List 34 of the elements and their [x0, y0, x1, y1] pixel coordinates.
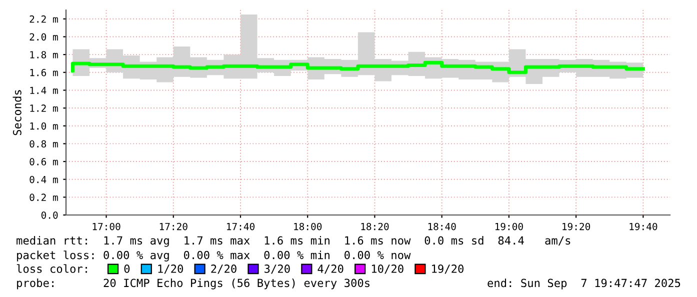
x-tick-label: 18:40	[428, 222, 456, 230]
legend-title: loss color:	[16, 264, 87, 273]
legend-label: 1/20	[158, 264, 183, 274]
y-tick-label: 0.2 m	[30, 194, 58, 202]
legend-label: 19/20	[432, 264, 464, 274]
legend-label: 2/20	[211, 264, 236, 274]
x-tick-label: 19:00	[495, 222, 523, 230]
y-tick-label: 2.0 m	[30, 33, 58, 41]
text: median rtt: 1.7 ms avg 1.7 ms max 1.6 ms min 1.6 ms now 0.0 ms sd 84.4 am/s	[16, 236, 570, 247]
x-tick-label: 19:40	[630, 222, 658, 230]
y-tick-label: 2.2 m	[30, 15, 58, 23]
y-tick-label: 0.6 m	[30, 158, 58, 166]
x-tick-label: 17:20	[160, 222, 188, 230]
y-tick-label: 0.4 m	[30, 176, 58, 184]
text: probe: 20 ICMP Echo Pings (56 Bytes) every 300s	[17, 278, 370, 290]
y-tick-label: 1.0 m	[30, 122, 58, 130]
x-tick-label: 17:40	[227, 222, 254, 230]
text: end: Sun Sep 7 19:47:47 2025	[488, 278, 680, 290]
text: packet loss: 0.00 % avg 0.00 % max 0.00 % min 0.00 % now	[17, 250, 411, 262]
y-tick-label: 1.2 m	[30, 104, 58, 112]
y-tick-label: 1.6 m	[30, 68, 58, 76]
x-tick-label: 19:20	[562, 222, 590, 230]
x-tick-label: 18:20	[361, 222, 389, 230]
y-tick-label: 0.8 m	[30, 140, 58, 148]
y-axis-title: Seconds	[12, 90, 22, 136]
y-tick-label: 0.0	[41, 212, 58, 219]
legend-label: 10/20	[372, 264, 404, 274]
legend-label: 0	[124, 264, 130, 273]
y-tick-label: 1.4 m	[30, 86, 58, 94]
x-tick-label: 17:00	[92, 222, 120, 230]
legend-label: 4/20	[318, 264, 344, 274]
x-tick-label: 18:00	[294, 222, 322, 230]
legend-label: 3/20	[264, 264, 290, 274]
y-tick-label: 1.8 m	[30, 51, 58, 58]
